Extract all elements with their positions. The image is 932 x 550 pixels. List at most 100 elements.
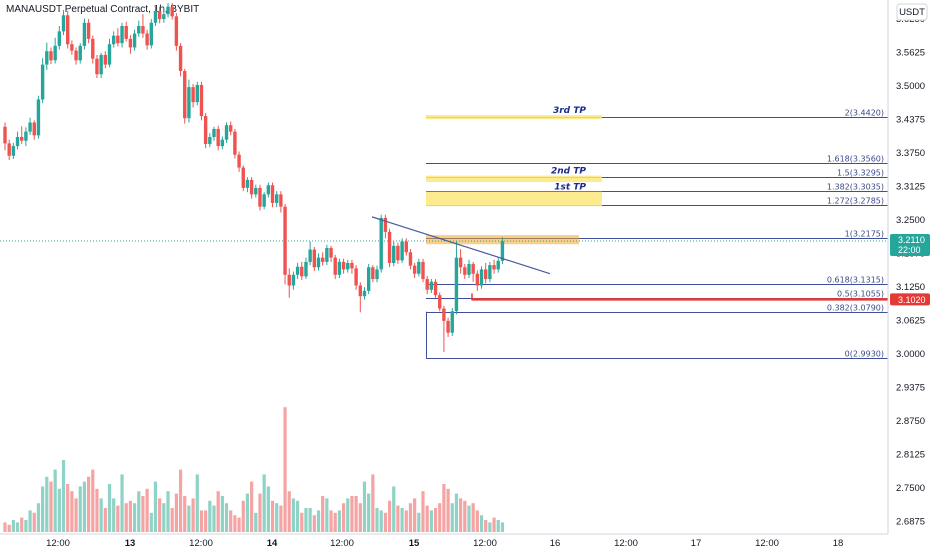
candle-body xyxy=(354,268,358,286)
candle-body xyxy=(429,281,434,290)
price-tick-label: 3.4375 xyxy=(896,115,925,126)
volume-bar xyxy=(149,512,153,532)
target-label: 3rd TP xyxy=(553,106,586,116)
volume-bar xyxy=(53,469,57,532)
candle-body xyxy=(191,87,195,103)
candle-body xyxy=(40,64,45,100)
candle-body xyxy=(454,257,459,312)
fib-level-label: 0.618(3.1315) xyxy=(827,276,884,285)
fib-level-label: 0(2.9930) xyxy=(845,350,884,359)
volume-bar xyxy=(153,481,158,532)
volume-bar xyxy=(270,500,275,532)
time-tick-label: 12:00 xyxy=(473,538,497,549)
time-tick-label: 12:00 xyxy=(330,538,354,549)
candle-body xyxy=(258,187,262,207)
volume-bar xyxy=(174,493,178,532)
volume-bar xyxy=(103,508,107,532)
volume-bar xyxy=(325,498,329,532)
volume-bar xyxy=(145,488,149,532)
candle-body xyxy=(320,257,325,262)
price-axis[interactable]: 3.62503.56253.50003.43753.37503.31253.25… xyxy=(896,14,925,528)
time-tick-label: 15 xyxy=(409,538,420,549)
candle-body xyxy=(488,265,492,280)
candle-body xyxy=(74,50,78,61)
time-tick-label: 12:00 xyxy=(614,538,638,549)
volume-bar xyxy=(132,503,137,532)
candle-body xyxy=(91,38,95,59)
time-tick-label: 18 xyxy=(833,538,844,549)
candle-body xyxy=(262,194,266,207)
volume-bar xyxy=(258,493,262,532)
volume-bar xyxy=(220,496,224,532)
fib-level-label: 1.272(3.2785) xyxy=(827,197,884,206)
volume-bar xyxy=(484,520,488,532)
candle-body xyxy=(325,247,329,262)
candle-body xyxy=(275,194,279,203)
candle-body xyxy=(266,185,271,195)
volume-bar xyxy=(316,510,321,532)
candle-body xyxy=(11,146,16,156)
volume-bar xyxy=(91,469,95,532)
candle-body xyxy=(358,285,362,297)
currency-label[interactable]: USDT xyxy=(896,3,928,21)
candle-body xyxy=(183,71,187,119)
volume-bar xyxy=(367,493,371,532)
fib-level-label: 0.5(3.1055) xyxy=(837,290,884,299)
volume-bar xyxy=(183,496,187,532)
price-tick-label: 3.5625 xyxy=(896,48,925,59)
candle-body xyxy=(392,245,396,263)
fib-level-label: 2(3.4420) xyxy=(845,109,884,118)
time-tick-label: 12:00 xyxy=(189,538,213,549)
candle-body xyxy=(149,22,153,46)
candle-body xyxy=(120,26,124,44)
volume-bar xyxy=(379,510,383,532)
volume-bar xyxy=(417,512,421,532)
volume-bar xyxy=(321,496,325,532)
candle-body xyxy=(216,128,220,147)
fib-level-label: 1.5(3.3295) xyxy=(837,169,884,178)
volume-bar xyxy=(49,481,53,532)
candle-body xyxy=(70,44,74,51)
trendline xyxy=(371,216,551,275)
volume-bar xyxy=(329,510,333,532)
candle-body xyxy=(24,131,28,141)
candle-body xyxy=(116,35,120,44)
volume-bar xyxy=(283,407,287,532)
volume-bar xyxy=(467,505,471,532)
price-tick-label: 2.8750 xyxy=(896,416,925,427)
price-tick-label: 3.3125 xyxy=(896,182,925,193)
volume-bar xyxy=(300,512,304,532)
time-axis[interactable]: 12:00 13 12:00 14 12:00 15 12:00 16 12:00 17 12:00… xyxy=(46,538,843,549)
candle-body xyxy=(32,122,36,136)
candle-body xyxy=(433,281,438,296)
candle-body xyxy=(446,320,450,333)
volume-bar xyxy=(262,474,266,532)
candle-body xyxy=(195,84,199,103)
volume-bar xyxy=(354,496,358,532)
candle-body xyxy=(463,267,467,275)
candle-body xyxy=(220,139,225,147)
volume-bar xyxy=(333,512,337,532)
candle-body xyxy=(3,126,7,144)
candle-body xyxy=(270,185,275,203)
fib-level-label: 1.382(3.3035) xyxy=(827,183,884,192)
volume-bar xyxy=(421,491,425,532)
candle-body xyxy=(417,261,421,274)
candle-body xyxy=(103,54,108,65)
volume-bar xyxy=(291,498,296,532)
target-zones: 3rd TP 2nd TP 1st TP xyxy=(0,106,888,301)
volume-bar xyxy=(408,503,413,532)
volume-bar xyxy=(41,486,45,532)
price-tick-label: 2.7500 xyxy=(896,483,925,494)
volume-bar xyxy=(392,486,396,532)
volume-bar xyxy=(479,515,484,532)
fib-level-label: 1(3.2175) xyxy=(845,230,884,239)
time-tick-label: 12:00 xyxy=(755,538,779,549)
time-tick-label: 17 xyxy=(691,538,702,549)
candle-body xyxy=(316,257,321,268)
candle-body xyxy=(304,261,308,277)
stop-price-tag xyxy=(890,293,930,306)
candle-body xyxy=(400,241,404,261)
